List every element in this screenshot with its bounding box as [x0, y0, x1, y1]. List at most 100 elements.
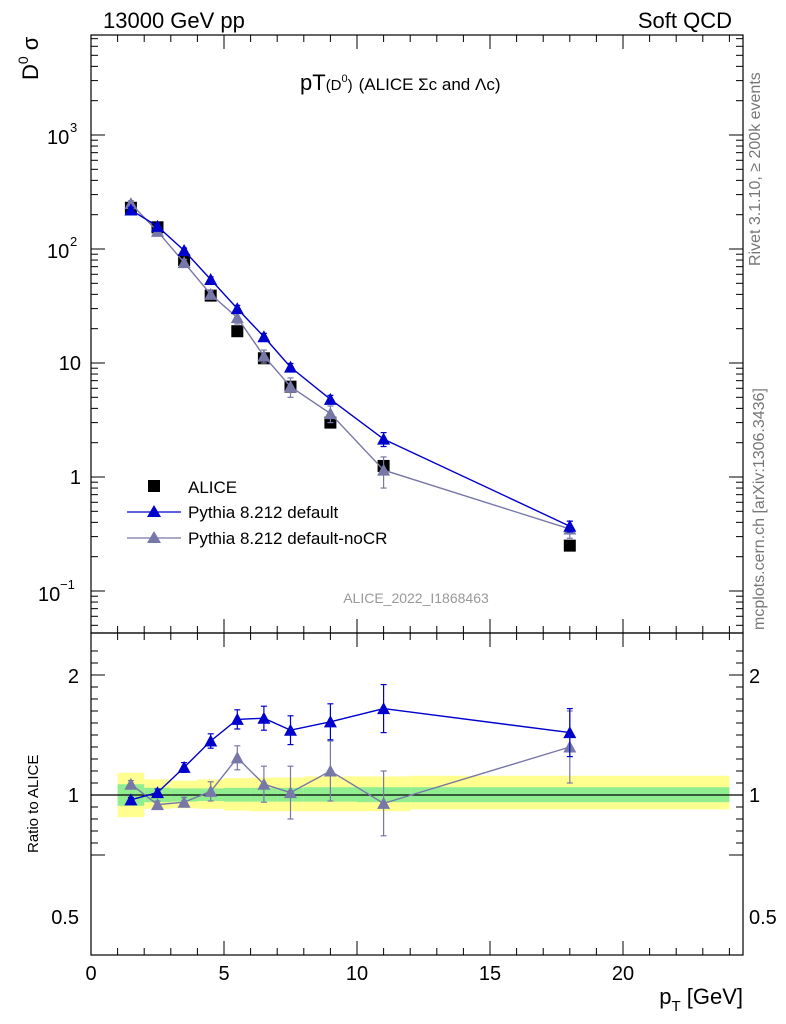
ratio-nocr-point [284, 786, 297, 799]
legend-marker-alice [148, 480, 160, 492]
ratio-default-point [204, 734, 218, 747]
ratio-default-point [257, 711, 271, 724]
legend-label-nocr: Pythia 8.212 default-noCR [188, 529, 387, 548]
ratio-nocr-line [130, 746, 571, 806]
ratio-default-point [377, 702, 391, 715]
title-note: (ALICE Σc and Λc) [359, 75, 501, 94]
ratio-ytick-2: 2 [68, 666, 79, 688]
default-point [377, 432, 391, 445]
nocr-point [230, 311, 244, 324]
svg-text:D0 σ: D0 σ [15, 36, 43, 80]
ratio-default-point [563, 726, 577, 739]
xlabel-end: [GeV] [681, 984, 743, 1009]
ratio-default-point [151, 786, 164, 799]
ratio-default-point [124, 793, 138, 806]
ratio-nocr-point [151, 798, 164, 811]
ratio-ytick-right-0.5: 0.5 [749, 907, 777, 929]
default-point [177, 244, 191, 257]
ratio-panel: 0.5 1 2 0.5 1 2 Ratio to ALICE 0 5 10 15… [25, 632, 777, 1015]
ratio-bands [117, 772, 730, 818]
rivet-label: Rivet 3.1.10, ≥ 200k events [747, 72, 764, 266]
ytick-label-1: 1 [70, 467, 81, 489]
legend-label-alice: ALICE [188, 478, 237, 497]
default-point [151, 219, 164, 232]
default-line [130, 209, 571, 527]
nocr-point [323, 407, 337, 420]
ytick-label-100-base: 10 [47, 241, 69, 263]
ylabel-end: σ [18, 36, 43, 56]
nocr-point [377, 463, 391, 476]
legend-marker-default [147, 505, 161, 517]
default-point [257, 330, 271, 343]
title-main: pT [300, 70, 326, 95]
ytick-label-0.1-base: 10 [38, 584, 60, 606]
header-right: Soft QCD [638, 8, 732, 33]
ylabel-base: D [18, 64, 43, 80]
ratio-default-point [323, 715, 337, 728]
main-series-layer [124, 197, 577, 552]
default-point [124, 203, 138, 216]
xlabel-base: p [659, 984, 671, 1009]
default-point [230, 302, 244, 315]
xtick-0: 0 [85, 963, 96, 985]
title-sub: (D [326, 77, 342, 94]
main-ytick-labels: 10 −1 1 10 10 2 10 3 [38, 120, 81, 606]
main-ylabel: D0 σ [15, 36, 43, 80]
ratio-ytick-labels-right: 0.5 1 2 [749, 666, 777, 929]
default-point [284, 360, 297, 373]
mcplots-label: mcplots.cern.ch [arXiv:1306.3436] [751, 388, 768, 630]
ratio-default-line [130, 707, 570, 801]
xtick-labels: 0 5 10 15 20 [85, 963, 634, 985]
ratio-default-point [177, 760, 191, 773]
ratio-ytick-right-1: 1 [749, 785, 760, 807]
nocr-point [124, 197, 138, 210]
main-axis-ticks [90, 35, 743, 633]
xtick-15: 15 [479, 963, 501, 985]
title-sub-sup: 0 [342, 73, 348, 85]
ratio-nocr-point [377, 796, 391, 809]
xlabel-sub: T [671, 998, 680, 1015]
ratio-nocr-point [124, 777, 138, 790]
default-point [563, 519, 577, 532]
xlabel: pT [GeV] [659, 984, 743, 1015]
xtick-5: 5 [218, 963, 229, 985]
ytick-label-0.1-exp: −1 [60, 577, 75, 592]
alice-point [231, 325, 244, 338]
ratio-nocr-point [204, 784, 218, 797]
legend-marker-nocr [147, 531, 161, 543]
default-point [204, 273, 218, 286]
ytick-label-1000-base: 10 [47, 127, 69, 149]
ytick-label-100-exp: 2 [70, 234, 77, 249]
analysis-watermark: ALICE_2022_I1868463 [343, 590, 489, 606]
title-sub-end: ) [348, 77, 353, 94]
main-panel: 10 −1 1 10 10 2 10 3 D0 σ pT(D0) (ALICE Σ… [15, 34, 744, 634]
default-point [323, 392, 337, 405]
xtick-10: 10 [346, 963, 368, 985]
ratio-nocr-point [230, 751, 244, 764]
ratio-plot-frame [90, 632, 744, 956]
ratio-nocr-point [257, 777, 271, 790]
ratio-default-point [230, 712, 244, 725]
ytick-label-1000-exp: 3 [70, 120, 77, 135]
nocr-line [130, 203, 571, 530]
ratio-ytick-0.5: 0.5 [51, 907, 79, 929]
ratio-ylabel: Ratio to ALICE [25, 755, 42, 853]
alice-point [563, 539, 576, 552]
nocr-point [284, 380, 297, 393]
header-left: 13000 GeV pp [103, 8, 245, 33]
legend-label-default: Pythia 8.212 default [188, 503, 339, 522]
ratio-default-point [284, 723, 297, 736]
ylabel-sup: 0 [15, 56, 31, 64]
ytick-label-10: 10 [59, 353, 81, 375]
ratio-ytick-1: 1 [68, 785, 79, 807]
ratio-nocr-point [323, 764, 337, 777]
legend: ALICE Pythia 8.212 default Pythia 8.212 … [127, 478, 387, 548]
ratio-nocr-point [177, 795, 191, 808]
ratio-series-layer [124, 683, 577, 837]
plot-title: pT(D0) (ALICE Σc and Λc) [300, 70, 501, 95]
nocr-point [257, 349, 271, 362]
ratio-ytick-labels-left: 0.5 1 2 [51, 666, 79, 929]
ratio-ytick-right-2: 2 [749, 666, 760, 688]
nocr-point [204, 287, 218, 300]
